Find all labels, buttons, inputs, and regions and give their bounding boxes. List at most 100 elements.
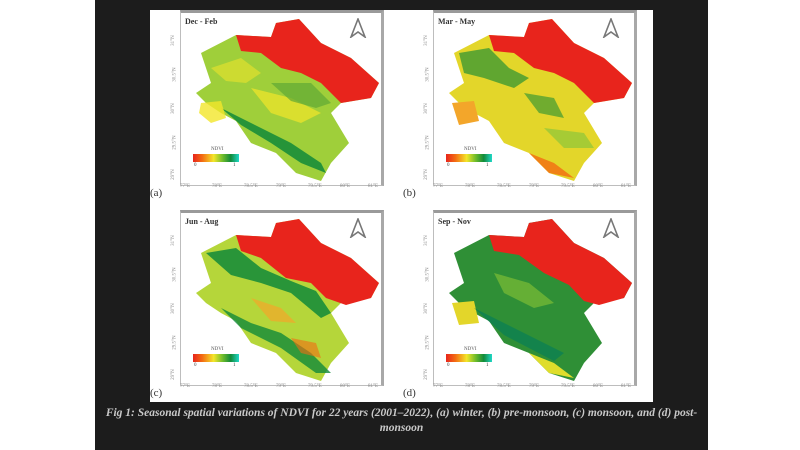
legend-title: NDVI <box>211 147 224 152</box>
caption-prefix: Fig 1: <box>105 407 135 419</box>
legend-max: 1 <box>486 363 489 368</box>
x-axis-ticks: 77°E 78°E 78.5°E 79°E 79.5°E 80°E 81°E <box>180 184 385 194</box>
y-tick: 30°N <box>423 103 429 114</box>
ndvi-legend: NDVI 0 1 <box>193 347 249 371</box>
x-tick: 79.5°E <box>561 384 575 389</box>
x-tick: 79.5°E <box>308 184 322 189</box>
x-tick: 78°E <box>212 384 223 389</box>
panel-c: 31°N 30.5°N 30°N 29.5°N 29°N Jun - Aug N… <box>150 210 390 399</box>
legend-max: 1 <box>486 163 489 168</box>
y-tick: 30°N <box>170 303 176 314</box>
x-tick: 79.5°E <box>561 184 575 189</box>
legend-colorbar <box>193 154 239 162</box>
map-panel-monsoon: Jun - Aug NDVI 0 1 <box>180 210 384 386</box>
season-label: Dec - Feb <box>185 17 218 26</box>
y-tick: 29.5°N <box>172 335 178 350</box>
x-tick: 78°E <box>465 384 476 389</box>
y-axis-ticks: 31°N 30.5°N 30°N 29.5°N 29°N <box>421 20 431 180</box>
legend-title: NDVI <box>464 347 477 352</box>
north-arrow-icon <box>602 218 620 238</box>
caption-label-a: (a) <box>436 407 450 419</box>
caption-text: Seasonal spatial variations of NDVI for … <box>134 407 437 419</box>
north-arrow-icon <box>602 18 620 38</box>
legend-title: NDVI <box>464 147 477 152</box>
y-tick: 31°N <box>423 235 429 246</box>
x-tick: 78.5°E <box>244 384 258 389</box>
x-axis-ticks: 77°E 78°E 78.5°E 79°E 79.5°E 80°E 81°E <box>180 384 385 394</box>
legend-colorbar <box>446 354 492 362</box>
y-tick: 29.5°N <box>425 135 431 150</box>
legend-min: 0 <box>194 363 197 368</box>
caption-part-a: winter, <box>449 407 488 419</box>
x-tick: 80°E <box>593 384 604 389</box>
panel-b: 31°N 30.5°N 30°N 29.5°N 29°N Mar - May N… <box>403 10 643 199</box>
ndvi-map-monsoon <box>196 219 379 381</box>
legend-title: NDVI <box>211 347 224 352</box>
caption-label-d: (d) <box>657 407 672 419</box>
y-tick: 30°N <box>170 103 176 114</box>
y-tick: 29°N <box>170 369 176 380</box>
x-tick: 79°E <box>276 384 287 389</box>
x-tick: 79.5°E <box>308 384 322 389</box>
x-tick: 77°E <box>180 184 191 189</box>
y-tick: 29°N <box>423 369 429 380</box>
y-tick: 31°N <box>170 35 176 46</box>
legend-min: 0 <box>194 163 197 168</box>
x-tick: 77°E <box>180 384 191 389</box>
panel-a: 31°N 30.5°N 30°N 29.5°N 29°N Dec - Feb N… <box>150 10 390 199</box>
y-tick: 30.5°N <box>172 267 178 282</box>
caption-label-c: (c) <box>572 407 586 419</box>
y-tick: 30.5°N <box>425 267 431 282</box>
x-tick: 80°E <box>593 184 604 189</box>
y-tick: 29.5°N <box>172 135 178 150</box>
x-tick: 81°E <box>368 384 379 389</box>
y-tick: 30.5°N <box>172 67 178 82</box>
season-label: Jun - Aug <box>185 217 219 226</box>
x-tick: 79°E <box>276 184 287 189</box>
x-tick: 78°E <box>212 184 223 189</box>
ndvi-legend: NDVI 0 1 <box>446 347 502 371</box>
caption-part-d: post-monsoon <box>379 407 698 434</box>
season-label: Mar - May <box>438 17 476 26</box>
ndvi-map-pre-monsoon <box>449 19 632 181</box>
map-panel-post-monsoon: Sep - Nov NDVI 0 1 <box>433 210 637 386</box>
ndvi-legend: NDVI 0 1 <box>446 147 502 171</box>
north-arrow-icon <box>349 18 367 38</box>
caption-part-b: pre-monsoon, <box>501 407 573 419</box>
x-tick: 81°E <box>368 184 379 189</box>
x-tick: 77°E <box>433 384 444 389</box>
caption-label-b: (b) <box>487 407 502 419</box>
y-axis-ticks: 31°N 30.5°N 30°N 29.5°N 29°N <box>421 220 431 380</box>
figure-caption: Fig 1: Seasonal spatial variations of ND… <box>100 406 703 436</box>
legend-colorbar <box>193 354 239 362</box>
panel-label: (d) <box>403 387 416 399</box>
x-tick: 80°E <box>340 184 351 189</box>
caption-part-c: monsoon, and <box>585 407 658 419</box>
y-tick: 31°N <box>170 235 176 246</box>
x-tick: 79°E <box>529 384 540 389</box>
y-axis-ticks: 31°N 30.5°N 30°N 29.5°N 29°N <box>168 20 178 180</box>
panel-label: (b) <box>403 187 416 199</box>
legend-max: 1 <box>233 163 236 168</box>
x-axis-ticks: 77°E 78°E 78.5°E 79°E 79.5°E 80°E 81°E <box>433 384 638 394</box>
figure-area: 31°N 30.5°N 30°N 29.5°N 29°N Dec - Feb N… <box>150 10 653 402</box>
y-tick: 31°N <box>423 35 429 46</box>
y-tick: 30.5°N <box>425 67 431 82</box>
x-tick: 78.5°E <box>244 184 258 189</box>
ndvi-legend: NDVI 0 1 <box>193 147 249 171</box>
x-axis-ticks: 77°E 78°E 78.5°E 79°E 79.5°E 80°E 81°E <box>433 184 638 194</box>
x-tick: 78°E <box>465 184 476 189</box>
x-tick: 78.5°E <box>497 184 511 189</box>
y-tick: 29°N <box>423 169 429 180</box>
ndvi-map-winter <box>196 19 379 181</box>
legend-min: 0 <box>447 363 450 368</box>
season-label: Sep - Nov <box>438 217 471 226</box>
x-tick: 77°E <box>433 184 444 189</box>
y-tick: 29°N <box>170 169 176 180</box>
y-axis-ticks: 31°N 30.5°N 30°N 29.5°N 29°N <box>168 220 178 380</box>
legend-min: 0 <box>447 163 450 168</box>
legend-colorbar <box>446 154 492 162</box>
x-tick: 81°E <box>621 384 632 389</box>
y-tick: 30°N <box>423 303 429 314</box>
panel-label: (a) <box>150 187 163 199</box>
